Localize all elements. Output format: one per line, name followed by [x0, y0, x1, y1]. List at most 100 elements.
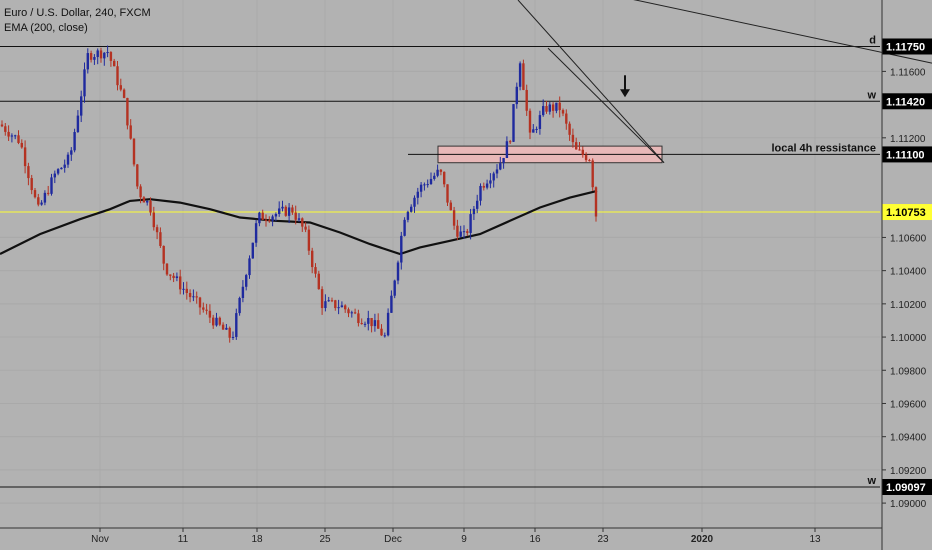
candle-body [56, 169, 60, 174]
candle-body [482, 185, 485, 188]
candle-body [165, 263, 169, 275]
candle-body [241, 286, 245, 298]
candle-body [99, 50, 103, 59]
candle-body [410, 206, 413, 212]
candle-body [456, 225, 459, 237]
candle-body [50, 177, 53, 194]
time-tick-label: Nov [91, 534, 109, 545]
level-price-tag [882, 146, 932, 163]
candle-body [571, 134, 575, 143]
candle-body [469, 214, 472, 233]
price-tick-label: 1.10600 [890, 233, 927, 244]
ema-200 [0, 189, 598, 256]
candle-body [462, 231, 466, 233]
candle-body [80, 96, 83, 116]
level-price-tag [882, 93, 932, 110]
candle-body [37, 197, 40, 205]
trendlines[interactable] [517, 0, 932, 164]
candle-body [225, 327, 228, 330]
trendline [517, 0, 665, 164]
candle-body [159, 232, 162, 246]
candle-body [192, 296, 195, 298]
candle-body [337, 307, 340, 309]
candle-body [76, 115, 80, 133]
candle-body [291, 207, 294, 213]
candle-body [86, 53, 89, 70]
candle-body [205, 309, 208, 311]
candle-body [542, 106, 545, 116]
time-tick-label: 9 [461, 534, 467, 545]
candle-body [122, 89, 126, 98]
candle-body [344, 305, 347, 310]
candle-body [17, 135, 20, 143]
candle-body [116, 66, 119, 86]
price-tick-label: 1.10000 [890, 333, 927, 344]
candle-body [4, 126, 7, 132]
candle-body [347, 309, 350, 314]
time-tick-label: 13 [809, 534, 821, 545]
candle-body [149, 200, 152, 213]
candle-body [238, 297, 241, 314]
candle-body [426, 184, 429, 186]
candle-body [83, 69, 86, 97]
candle-body [479, 185, 482, 201]
candle-body [370, 318, 373, 327]
candle-body [324, 301, 327, 309]
chart-legend: Euro / U.S. Dollar, 240, FXCM EMA (200, … [4, 6, 151, 36]
time-tick-label: 25 [319, 534, 331, 545]
candle-body [377, 320, 380, 329]
candle-body [281, 206, 284, 209]
candles [0, 45, 598, 343]
candle-body [515, 86, 518, 105]
candle-body [109, 52, 113, 61]
candle-body [23, 147, 27, 167]
candle-body [198, 297, 202, 308]
candle-body [528, 110, 532, 133]
price-tick-label: 1.09600 [890, 399, 927, 410]
candle-body [403, 219, 406, 236]
price-tick-label: 1.11200 [890, 134, 926, 145]
price-tick-label: 1.09400 [890, 433, 927, 444]
time-tick-label: 11 [178, 534, 189, 545]
candle-body [413, 197, 416, 207]
candle-body [271, 216, 274, 221]
candle-body [264, 219, 268, 221]
candle-body [278, 208, 281, 215]
candle-body [235, 313, 238, 337]
candle-body [383, 335, 386, 337]
candle-body [53, 173, 56, 178]
candle-body [307, 229, 311, 251]
candle-body [502, 158, 505, 164]
candle-body [466, 231, 469, 233]
ema-line [0, 189, 598, 256]
horizontal-levels[interactable]: d w local 4h ressistance w [0, 34, 880, 488]
candle-body [472, 208, 476, 215]
candle-body [320, 289, 324, 309]
candle-body [152, 212, 155, 228]
symbol-label: Euro / U.S. Dollar, 240, FXCM [4, 7, 151, 19]
candle-body [179, 276, 182, 290]
price-tag-label: 1.09097 [886, 482, 926, 494]
price-axis[interactable]: 1.11750 1.11420 1.11100 1.10753 1.09097 1.116… [881, 0, 932, 550]
arrow-down-icon [620, 89, 630, 98]
candle-body [357, 313, 360, 324]
level-label: d [869, 34, 876, 46]
candle-body [228, 327, 231, 338]
candle-body [30, 178, 33, 191]
candle-body [433, 175, 436, 179]
time-axis[interactable]: Nov 11 18 25 Dec 9 16 23 2020 13 [0, 527, 882, 545]
candle-body [14, 135, 17, 137]
candle-body [545, 106, 548, 112]
candle-body [162, 245, 165, 264]
time-tick-label: 18 [251, 534, 263, 545]
candle-body [66, 154, 70, 165]
candle-body [27, 166, 30, 179]
candle-body [119, 85, 122, 90]
candle-body [314, 267, 317, 274]
candle-body [353, 312, 357, 314]
candle-body [155, 227, 159, 233]
candle-body [7, 131, 10, 137]
candle-body [63, 164, 66, 168]
level-price-tag [882, 478, 932, 495]
